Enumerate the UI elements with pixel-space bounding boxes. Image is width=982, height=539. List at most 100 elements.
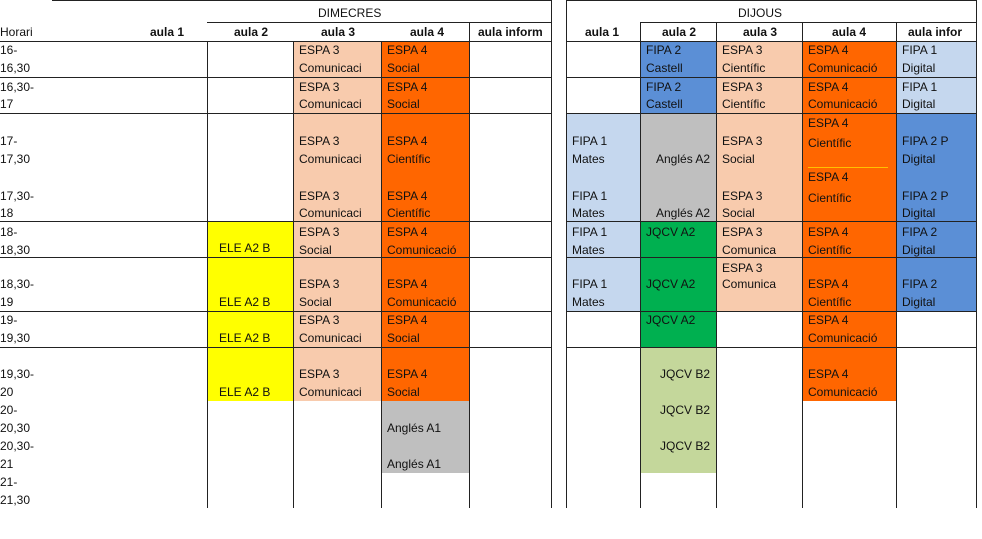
cell-text: FIPA 2 [902, 277, 938, 291]
grid-line-horizontal [0, 347, 551, 348]
column-header: aula infor [908, 25, 963, 39]
grid-line-vertical [896, 22, 897, 508]
cell-text: Comunicaci [299, 97, 362, 111]
schedule-cell[interactable] [802, 77, 896, 113]
schedule-cell[interactable] [381, 347, 469, 401]
time-label: 20- [0, 403, 18, 417]
schedule-cell[interactable] [293, 257, 381, 311]
schedule-cell[interactable] [716, 257, 802, 311]
grid-line-horizontal [566, 41, 976, 42]
schedule-cell[interactable] [716, 221, 802, 257]
cell-text: FIPA 1 [572, 225, 608, 239]
grid-line-horizontal [640, 22, 976, 23]
grid-line-horizontal [566, 311, 976, 312]
schedule-cell[interactable] [640, 311, 716, 347]
cell-text: Social [387, 385, 420, 399]
cell-text: Científic [722, 61, 766, 75]
cell-text: Comunicaci [299, 385, 362, 399]
cell-text: ESPA 4 [808, 80, 849, 94]
schedule-cell[interactable] [640, 113, 716, 221]
schedule-cell[interactable] [293, 77, 381, 113]
cell-text: Comunicaci [299, 331, 362, 345]
cell-text: Anglés A2 [656, 152, 711, 166]
schedule-cell[interactable] [716, 77, 802, 113]
column-header: aula 2 [662, 25, 697, 39]
grid-line-vertical [976, 0, 977, 508]
schedule-cell[interactable] [802, 221, 896, 257]
schedule-cell[interactable] [640, 257, 716, 311]
cell-text: Comunicació [808, 331, 878, 345]
schedule-cell[interactable] [640, 41, 716, 77]
schedule-cell[interactable] [293, 311, 381, 347]
schedule-cell[interactable] [802, 41, 896, 77]
schedule-cell[interactable] [381, 221, 469, 257]
cell-text: Mates [572, 243, 605, 257]
time-label: 17,30- [0, 189, 35, 203]
column-header: aula 4 [832, 25, 867, 39]
schedule-cell[interactable] [716, 41, 802, 77]
cell-text: FIPA 1 [572, 134, 608, 148]
schedule-cell[interactable] [802, 311, 896, 347]
schedule-cell[interactable] [381, 113, 469, 221]
schedule-cell[interactable] [293, 41, 381, 77]
cell-text: FIPA 2 [646, 80, 682, 94]
cell-text: ESPA 3 [722, 225, 763, 239]
cell-text: Social [387, 97, 420, 111]
cell-text: Social [387, 61, 420, 75]
schedule-cell[interactable] [381, 401, 469, 473]
schedule-cell[interactable] [381, 257, 469, 311]
cell-text: ESPA 4 [808, 277, 849, 291]
schedule-cell[interactable] [896, 113, 976, 221]
schedule-cell[interactable] [293, 221, 381, 257]
schedule-cell[interactable] [896, 221, 976, 257]
cell-text: Comunica [722, 243, 777, 257]
cell-separator [808, 167, 888, 168]
cell-text: ESPA 3 [299, 43, 340, 57]
schedule-cell[interactable] [566, 221, 640, 257]
cell-text: FIPA 1 [572, 277, 608, 291]
schedule-cell[interactable] [802, 347, 896, 401]
schedule-cell[interactable] [716, 113, 802, 221]
cell-text: Anglés A2 [656, 206, 711, 220]
schedule-cell[interactable] [293, 347, 381, 401]
time-label: 21,30 [0, 493, 31, 507]
schedule-cell[interactable] [566, 113, 640, 221]
time-label: 19- [0, 313, 18, 327]
grid-line-horizontal [0, 311, 551, 312]
schedule-cell[interactable] [896, 257, 976, 311]
cell-text: Digital [902, 243, 936, 257]
time-label: 19 [0, 295, 14, 309]
cell-text: Social [299, 295, 332, 309]
column-header: aula 1 [585, 25, 620, 39]
column-header: aula 3 [321, 25, 356, 39]
schedule-cell[interactable] [896, 77, 976, 113]
grid-line-horizontal [0, 113, 551, 114]
cell-text: Castell [646, 61, 683, 75]
cell-text: Comunicació [808, 61, 878, 75]
time-label: 21 [0, 457, 14, 471]
cell-text: ESPA 4 [387, 313, 428, 327]
cell-text: Digital [902, 206, 936, 220]
cell-text: Mates [572, 206, 605, 220]
schedule-cell[interactable] [566, 257, 640, 311]
time-label: 17 [0, 97, 14, 111]
cell-text: Comunica [722, 277, 777, 291]
schedule-cell[interactable] [381, 311, 469, 347]
schedule-cell[interactable] [381, 77, 469, 113]
cell-text: ELE A2 B [219, 385, 271, 399]
schedule-cell[interactable] [640, 221, 716, 257]
schedule-cell[interactable] [640, 77, 716, 113]
cell-text: ESPA 4 [808, 225, 849, 239]
cell-text: JQCV A2 [646, 277, 696, 291]
schedule-cell[interactable] [293, 113, 381, 221]
cell-text: ESPA 3 [722, 134, 763, 148]
cell-text: Comunicaci [299, 61, 362, 75]
schedule-cell[interactable] [896, 41, 976, 77]
grid-line-vertical [381, 41, 382, 508]
schedule-cell[interactable] [381, 41, 469, 77]
grid-line-vertical [566, 0, 567, 508]
grid-line-horizontal [52, 0, 551, 1]
schedule-cell[interactable] [802, 257, 896, 311]
cell-text: Comunicació [387, 243, 457, 257]
schedule-cell[interactable] [640, 347, 716, 473]
